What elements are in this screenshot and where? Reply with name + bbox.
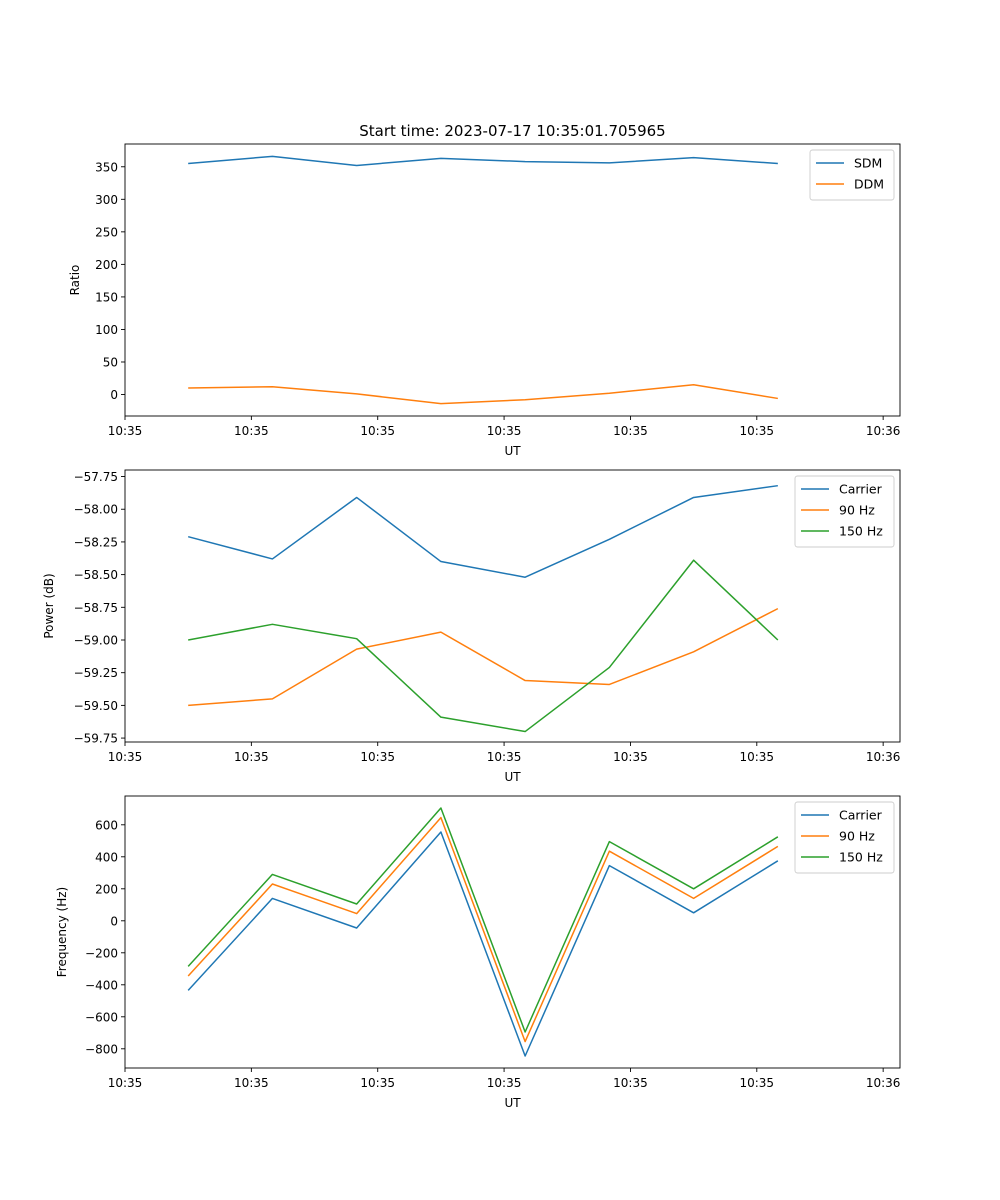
y-tick-label: −400 [85,978,118,992]
legend: Carrier 90 Hz 150 Hz [794,801,895,874]
x-tick-label: 10:35 [108,1076,143,1090]
legend-label: 90 Hz [839,503,875,518]
y-tick-label: 400 [95,850,118,864]
x-tick-label: 10:36 [866,1076,901,1090]
y-tick-label: 0 [110,914,118,928]
subplot-1: 10:35 10:35 10:35 10:35 10:35 10:35 10:36 0 50 10… [68,143,901,458]
x-tick-label: 10:35 [108,424,143,438]
y-tick-label: 350 [95,160,118,174]
x-tick-label: 10:35 [613,424,648,438]
axes-frame [124,795,901,1069]
subplot-2: 10:35 10:35 10:35 10:35 10:35 10:35 10:36 −59.7… [42,469,901,784]
y-tick-label: 100 [95,323,118,337]
axes-frame [124,143,901,417]
legend: Carrier 90 Hz 150 Hz [794,475,895,548]
legend-label: Carrier [839,482,883,497]
y-tick-label: −58.75 [74,601,118,615]
legend-label: 90 Hz [839,829,875,844]
x-tick-label: 10:35 [108,750,143,764]
y-tick-label: 200 [95,882,118,896]
y-tick-label: −600 [85,1010,118,1024]
figure-title: Start time: 2023-07-17 10:35:01.705965 [359,122,665,140]
x-tick-label: 10:35 [360,424,395,438]
x-tick-label: 10:35 [613,1076,648,1090]
y-axis-label: Frequency (Hz) [55,887,69,978]
x-tick-label: 10:35 [487,750,522,764]
y-tick-label: 0 [110,388,118,402]
y-tick-label: −59.25 [74,666,118,680]
series-line-carrier [187,831,779,1057]
series-line-150-hz [187,807,779,1033]
y-tick-label: 600 [95,818,118,832]
x-tick-label: 10:35 [613,750,648,764]
axes-frame [124,469,901,743]
x-tick-label: 10:36 [866,424,901,438]
y-tick-label: 200 [95,258,118,272]
series-line-90-hz [188,607,779,707]
series-line-carrier [187,484,778,578]
y-tick-label: −58.00 [74,503,118,517]
x-tick-label: 10:35 [739,750,774,764]
y-tick-label: −59.75 [74,732,118,746]
y-tick-label: 50 [103,355,118,369]
x-tick-label: 10:35 [234,1076,269,1090]
y-axis-label: Power (dB) [42,573,56,638]
legend-box [794,801,895,874]
legend-label: Carrier [839,808,883,823]
y-tick-label: 250 [95,225,118,239]
subplot-3: 10:35 10:35 10:35 10:35 10:35 10:35 10:36 −800 −… [55,795,901,1110]
y-tick-label: −800 [85,1042,118,1056]
x-tick-label: 10:35 [360,1076,395,1090]
series-line-ddm [188,384,778,405]
legend-label: DDM [854,177,884,192]
y-tick-label: −59.50 [74,699,118,713]
y-tick-label: 150 [95,290,118,304]
series-line-150-hz [188,559,779,733]
y-tick-label: −59.00 [74,634,118,648]
x-axis-label: UT [504,1096,521,1110]
x-tick-label: 10:35 [234,424,269,438]
y-tick-label: −57.75 [74,470,118,484]
series-line-sdm [188,155,778,167]
y-axis-label: Ratio [68,265,82,296]
x-axis-label: UT [504,770,521,784]
x-tick-label: 10:35 [739,424,774,438]
x-tick-label: 10:35 [487,1076,522,1090]
x-tick-label: 10:35 [234,750,269,764]
x-axis-label: UT [504,444,521,458]
y-tick-label: −200 [85,946,118,960]
x-tick-label: 10:35 [360,750,395,764]
legend-label: 150 Hz [839,850,883,865]
legend: SDM DDM [809,149,895,201]
legend-box [794,475,895,548]
y-tick-label: −58.50 [74,568,118,582]
y-tick-label: −58.25 [74,535,118,549]
x-tick-label: 10:35 [487,424,522,438]
legend-label: SDM [854,156,882,171]
x-tick-label: 10:35 [739,1076,774,1090]
y-tick-label: 300 [95,193,118,207]
legend-label: 150 Hz [839,524,883,539]
series-line-90-hz [187,816,779,1043]
x-tick-label: 10:36 [866,750,901,764]
